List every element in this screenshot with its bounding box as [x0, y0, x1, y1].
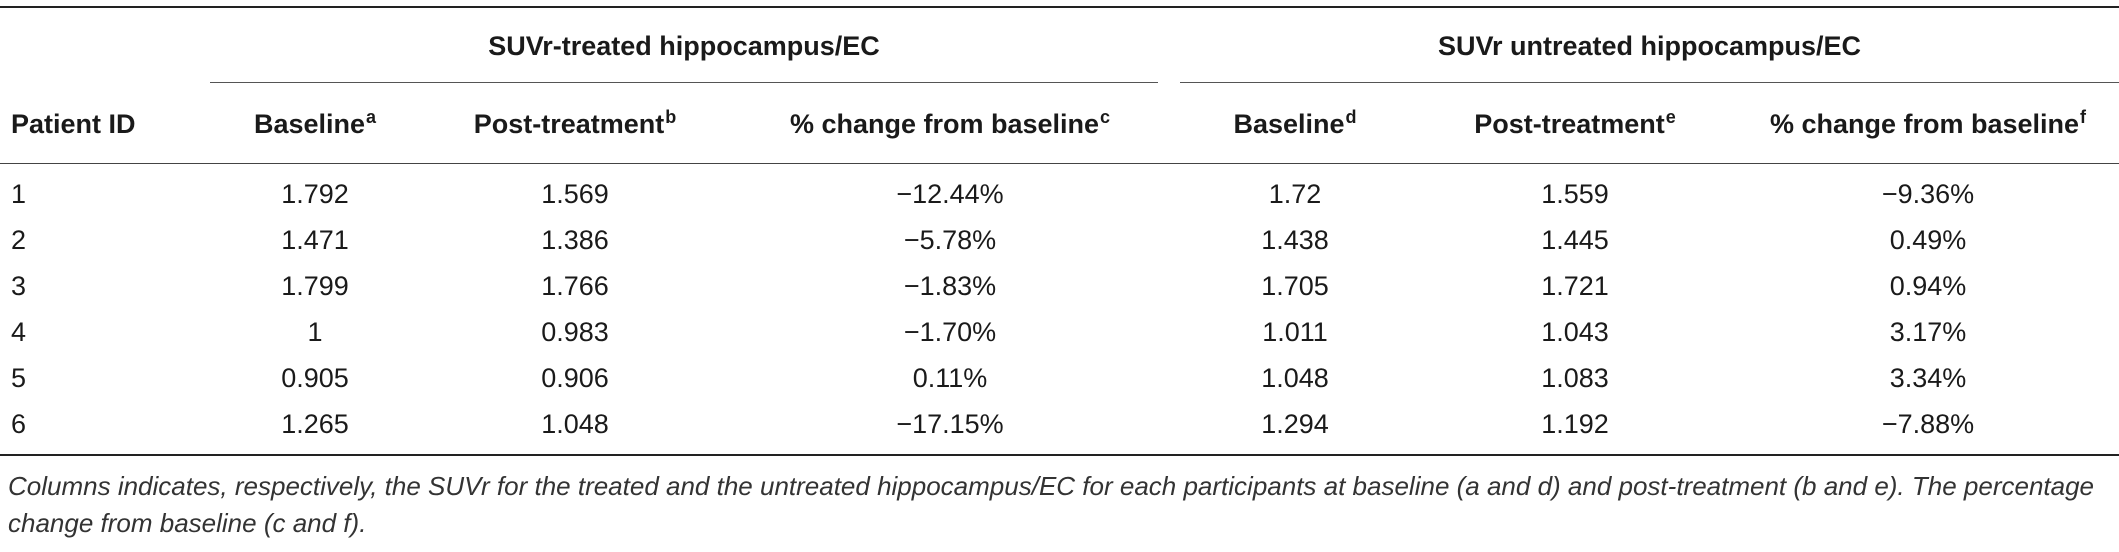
col-header-label: Post-treatment: [1474, 109, 1665, 139]
table-row: 1 1.792 1.569 −12.44% 1.72 1.559 −9.36%: [0, 171, 2119, 217]
cell-change-untreated: 3.17%: [1889, 317, 1967, 347]
header-rule: [0, 163, 2119, 164]
table-row: 6 1.265 1.048 −17.15% 1.294 1.192 −7.88%: [0, 401, 2119, 447]
cell-change-untreated: 0.94%: [1889, 271, 1967, 301]
cell-change-untreated: 3.34%: [1889, 363, 1967, 393]
cell-baseline-untreated: 1.048: [1261, 363, 1329, 393]
col-header-sup: b: [665, 107, 677, 127]
cell-post-treated: 1.766: [541, 271, 609, 301]
cell-post-untreated: 1.192: [1541, 409, 1609, 439]
col-header-sup: c: [1100, 107, 1111, 127]
cell-patient-id: 3: [11, 271, 27, 301]
col-header-label: Post-treatment: [473, 109, 665, 139]
col-header-sup: a: [366, 107, 377, 127]
cell-change-treated: −12.44%: [896, 179, 1004, 209]
cell-post-treated: 0.906: [541, 363, 609, 393]
cell-change-treated: −1.70%: [903, 317, 997, 347]
cell-patient-id: 1: [11, 179, 27, 209]
cell-post-untreated: 1.043: [1541, 317, 1609, 347]
col-header-label: % change from baseline: [1769, 109, 2080, 139]
col-header-pct-change-treated: % change from baselinec: [750, 104, 1150, 144]
col-header-post-treatment-treated: Post-treatmentb: [445, 104, 705, 144]
cell-baseline-treated: 0.905: [281, 363, 349, 393]
cell-baseline-treated: 1.792: [281, 179, 349, 209]
cell-baseline-untreated: 1.011: [1262, 317, 1328, 347]
cell-change-untreated: −9.36%: [1881, 179, 1975, 209]
cell-post-treated: 1.386: [541, 225, 609, 255]
cell-baseline-treated: 1: [307, 317, 323, 347]
cell-baseline-treated: 1.471: [281, 225, 349, 255]
col-header-sup: d: [1345, 107, 1357, 127]
bottom-rule: [0, 454, 2119, 456]
cell-baseline-untreated: 1.294: [1261, 409, 1329, 439]
cell-patient-id: 4: [11, 317, 27, 347]
col-header-sup: e: [1665, 107, 1676, 127]
col-header-pct-change-untreated: % change from baselinef: [1740, 104, 2116, 144]
cell-post-treated: 0.983: [541, 317, 609, 347]
cell-change-treated: −5.78%: [903, 225, 997, 255]
group-underline-treated: [210, 82, 1158, 83]
cell-change-untreated: 0.49%: [1889, 225, 1967, 255]
col-header-patient-id: Patient ID: [11, 104, 136, 144]
cell-post-treated: 1.569: [541, 179, 609, 209]
table-row: 2 1.471 1.386 −5.78% 1.438 1.445 0.49%: [0, 217, 2119, 263]
cell-patient-id: 2: [11, 225, 27, 255]
col-header-label: Patient ID: [11, 109, 136, 139]
col-header-baseline-treated: Baselinea: [210, 104, 420, 144]
cell-baseline-treated: 1.265: [281, 409, 349, 439]
cell-baseline-untreated: 1.705: [1261, 271, 1329, 301]
table-footnote: Columns indicates, respectively, the SUV…: [8, 471, 2095, 538]
col-header-sup: f: [2080, 107, 2087, 127]
col-header-label: Baseline: [1233, 109, 1345, 139]
cell-baseline-untreated: 1.438: [1261, 225, 1329, 255]
col-header-post-treatment-untreated: Post-treatmente: [1425, 104, 1725, 144]
table-row: 3 1.799 1.766 −1.83% 1.705 1.721 0.94%: [0, 263, 2119, 309]
cell-change-treated: −17.15%: [896, 409, 1004, 439]
cell-patient-id: 5: [11, 363, 27, 393]
cell-change-treated: 0.11%: [912, 363, 988, 393]
cell-post-untreated: 1.083: [1541, 363, 1609, 393]
col-header-label: Baseline: [253, 109, 366, 139]
table-row: 4 1 0.983 −1.70% 1.011 1.043 3.17%: [0, 309, 2119, 355]
cell-change-untreated: −7.88%: [1881, 409, 1975, 439]
cell-post-treated: 1.048: [541, 409, 609, 439]
table-row: 5 0.905 0.906 0.11% 1.048 1.083 3.34%: [0, 355, 2119, 401]
cell-post-untreated: 1.445: [1541, 225, 1609, 255]
col-header-baseline-untreated: Baselined: [1190, 104, 1400, 144]
cell-post-untreated: 1.721: [1541, 271, 1609, 301]
top-rule: [0, 6, 2119, 8]
cell-change-treated: −1.83%: [903, 271, 997, 301]
cell-baseline-treated: 1.799: [281, 271, 349, 301]
cell-patient-id: 6: [11, 409, 27, 439]
col-header-label: % change from baseline: [789, 109, 1100, 139]
group-header-treated: SUVr-treated hippocampus/EC: [488, 31, 880, 61]
cell-post-untreated: 1.559: [1541, 179, 1609, 209]
group-header-untreated: SUVr untreated hippocampus/EC: [1437, 31, 1862, 61]
group-underline-untreated: [1180, 82, 2119, 83]
cell-baseline-untreated: 1.72: [1268, 179, 1322, 209]
